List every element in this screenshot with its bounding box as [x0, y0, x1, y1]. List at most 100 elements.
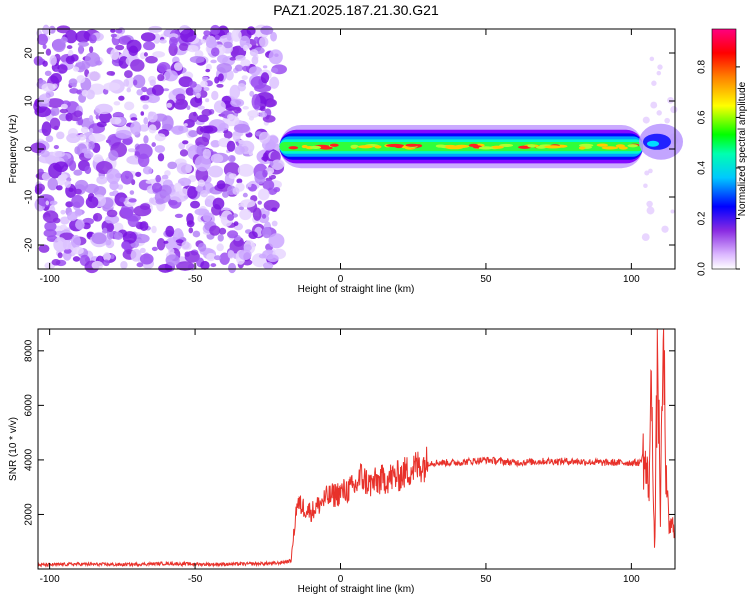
noise-speckle — [214, 76, 220, 84]
snr-x-label: Height of straight line (km) — [298, 584, 415, 595]
spectrogram-x-tick-label: -100 — [40, 274, 60, 285]
noise-speckle — [257, 188, 270, 201]
noise-speckle — [121, 241, 131, 250]
noise-speckle — [649, 56, 655, 62]
noise-speckle — [167, 199, 178, 206]
noise-speckle — [120, 170, 134, 185]
noise-speckle — [670, 106, 678, 114]
noise-speckle — [103, 82, 121, 91]
noise-speckle — [223, 130, 233, 139]
colorbar-gradient — [712, 29, 736, 269]
noise-speckle — [650, 101, 658, 109]
noise-speckle — [53, 145, 59, 150]
noise-speckle — [162, 88, 170, 92]
carrier-hotspot — [490, 145, 504, 149]
noise-speckle — [67, 211, 78, 222]
noise-speckle — [149, 79, 156, 87]
noise-speckle — [232, 187, 240, 195]
noise-speckle — [248, 181, 252, 188]
noise-speckle — [88, 133, 106, 143]
colorbar-tick-label: 0.6 — [697, 110, 708, 124]
noise-speckle — [113, 231, 123, 240]
noise-speckle — [651, 80, 657, 86]
noise-speckle — [65, 55, 75, 65]
carrier-hotspot — [319, 146, 333, 150]
noise-speckle — [123, 101, 135, 111]
noise-speckle — [239, 209, 252, 221]
noise-speckle — [199, 125, 214, 134]
noise-speckle — [154, 191, 171, 204]
noise-speckle — [643, 183, 648, 189]
noise-speckle — [66, 133, 81, 144]
colorbar-tick-label: 0.0 — [697, 262, 708, 276]
noise-speckle — [92, 212, 103, 222]
noise-speckle — [268, 233, 285, 249]
noise-speckle — [202, 148, 212, 160]
noise-speckle — [205, 68, 211, 73]
noise-speckle — [218, 227, 227, 235]
noise-speckle — [45, 135, 54, 143]
noise-speckle — [197, 242, 207, 252]
noise-speckle — [115, 28, 123, 34]
carrier-hotspot — [527, 144, 536, 148]
noise-speckle — [80, 126, 89, 134]
colorbar-ticks: 0.0 0.2 0.4 0.6 0.8 — [697, 60, 740, 276]
snr-x-tick-label: 100 — [623, 574, 640, 585]
noise-speckle — [186, 105, 191, 111]
noise-speckle — [152, 51, 166, 58]
carrier-hotspot — [445, 146, 464, 150]
noise-speckle — [139, 221, 149, 231]
noise-speckle — [51, 258, 61, 266]
noise-speckle — [185, 87, 195, 96]
noise-speckle — [173, 182, 182, 192]
carrier-hotspot — [478, 146, 494, 150]
noise-speckle — [34, 183, 46, 193]
noise-speckle — [102, 227, 108, 234]
noise-speckle — [194, 155, 211, 172]
noise-speckle — [195, 185, 204, 192]
noise-speckle — [187, 44, 199, 53]
noise-speckle — [238, 206, 245, 211]
noise-speckle — [210, 153, 224, 164]
noise-speckle — [195, 92, 201, 99]
noise-speckle — [50, 73, 62, 84]
noise-speckle — [226, 32, 233, 41]
noise-speckle — [157, 73, 165, 82]
noise-speckle — [247, 110, 260, 118]
snr-y-tick-label: 4000 — [24, 448, 35, 471]
noise-speckle — [188, 227, 194, 234]
noise-speckle — [73, 66, 80, 72]
noise-speckle — [68, 187, 74, 193]
noise-speckle — [151, 182, 163, 193]
noise-speckle — [130, 117, 138, 121]
noise-speckle — [120, 203, 134, 218]
noise-speckle — [175, 93, 186, 102]
spectrogram-y-tick-label: 10 — [24, 95, 35, 107]
noise-speckle — [34, 106, 52, 118]
noise-speckle — [231, 28, 242, 42]
noise-speckle — [145, 179, 154, 184]
noise-speckle — [151, 142, 156, 148]
carrier-hotspot — [309, 145, 322, 149]
noise-speckle — [210, 59, 217, 64]
spectrogram-x-tick-label: 0 — [338, 274, 344, 285]
snr-x-tick-label: -50 — [188, 574, 203, 585]
spectrogram-y-tick-label: 0 — [24, 146, 35, 152]
noise-speckle — [45, 200, 50, 206]
carrier-hotspot — [329, 143, 339, 147]
noise-speckle — [227, 230, 239, 239]
noise-speckle — [95, 60, 102, 66]
carrier-hotspot — [374, 145, 382, 149]
noise-speckle — [169, 36, 178, 47]
noise-speckle — [214, 34, 221, 41]
noise-speckle — [109, 254, 115, 260]
carrier-hotspot — [627, 144, 639, 148]
noise-speckle — [210, 140, 221, 148]
noise-speckle — [143, 117, 149, 125]
spectrogram-y-tick-label: -10 — [24, 189, 35, 204]
noise-speckle — [182, 140, 189, 145]
noise-speckle — [219, 252, 230, 265]
noise-speckle — [74, 188, 82, 195]
snr-x-tick-label: 0 — [338, 574, 344, 585]
